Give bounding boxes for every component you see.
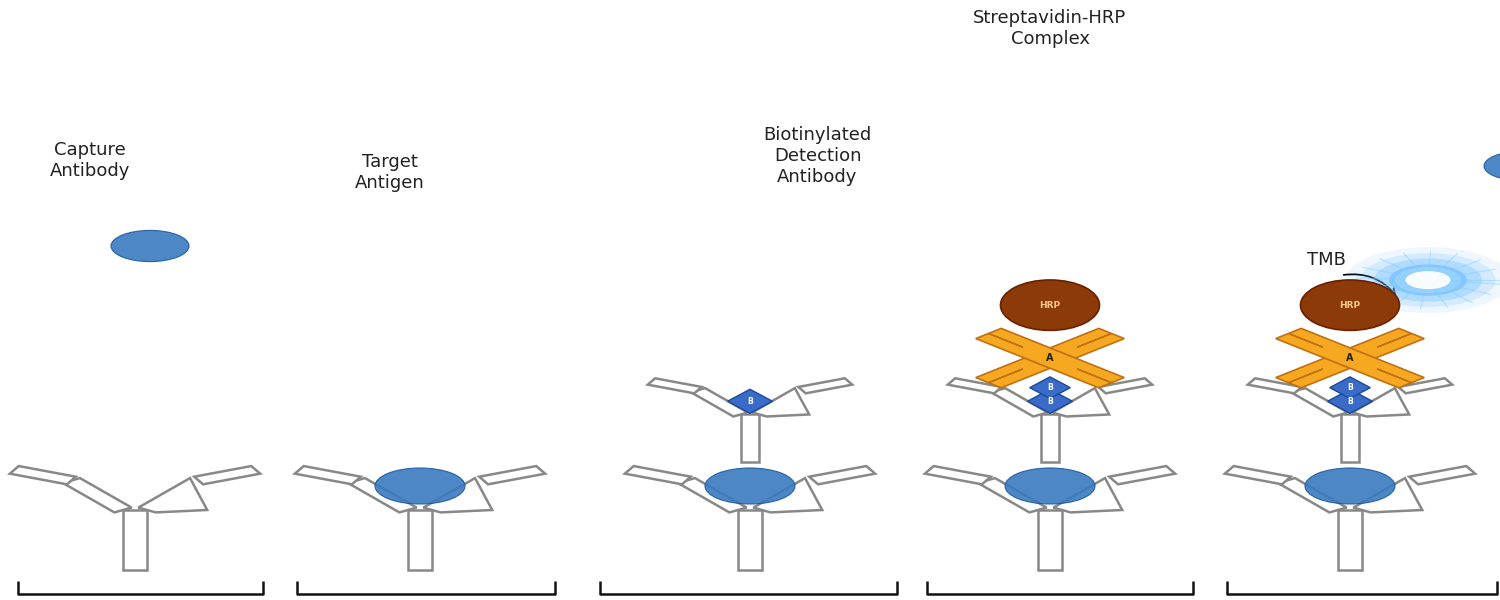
Polygon shape xyxy=(1408,466,1474,484)
Polygon shape xyxy=(626,466,692,484)
Polygon shape xyxy=(1278,478,1347,512)
Polygon shape xyxy=(926,466,992,484)
Polygon shape xyxy=(741,415,759,462)
Polygon shape xyxy=(1038,510,1062,570)
Ellipse shape xyxy=(1000,280,1100,331)
Polygon shape xyxy=(992,388,1047,416)
Polygon shape xyxy=(1226,466,1292,484)
Circle shape xyxy=(1346,247,1500,313)
Circle shape xyxy=(705,468,795,504)
Polygon shape xyxy=(1044,397,1054,407)
Text: HRP: HRP xyxy=(1340,301,1360,310)
Polygon shape xyxy=(1338,510,1362,570)
Polygon shape xyxy=(1077,334,1112,347)
Polygon shape xyxy=(1377,369,1411,383)
Polygon shape xyxy=(978,478,1047,512)
Polygon shape xyxy=(1341,415,1359,462)
Polygon shape xyxy=(1248,378,1302,394)
Circle shape xyxy=(375,468,465,504)
Text: B: B xyxy=(1047,383,1053,392)
Polygon shape xyxy=(1053,478,1122,512)
Polygon shape xyxy=(738,510,762,570)
Polygon shape xyxy=(976,328,1124,388)
Polygon shape xyxy=(1353,388,1408,416)
Text: B: B xyxy=(747,397,753,406)
Polygon shape xyxy=(478,466,544,484)
Polygon shape xyxy=(408,510,432,570)
Polygon shape xyxy=(988,369,1023,383)
Polygon shape xyxy=(1328,389,1372,413)
Polygon shape xyxy=(1028,389,1072,413)
Polygon shape xyxy=(296,466,362,484)
Text: Target
Antigen: Target Antigen xyxy=(356,153,424,192)
Polygon shape xyxy=(348,478,417,512)
Polygon shape xyxy=(692,388,747,416)
Text: HRP: HRP xyxy=(1040,301,1060,310)
Polygon shape xyxy=(1377,334,1411,347)
Polygon shape xyxy=(976,328,1124,388)
Polygon shape xyxy=(10,466,76,484)
Ellipse shape xyxy=(1300,280,1400,331)
Polygon shape xyxy=(1344,397,1356,407)
Circle shape xyxy=(1389,265,1467,296)
Polygon shape xyxy=(1353,478,1422,512)
Text: Biotinylated
Detection
Antibody: Biotinylated Detection Antibody xyxy=(764,127,871,186)
Polygon shape xyxy=(1329,377,1371,398)
Circle shape xyxy=(111,230,189,262)
Polygon shape xyxy=(1276,328,1424,388)
Polygon shape xyxy=(1276,328,1424,388)
Text: A: A xyxy=(1047,353,1053,363)
Polygon shape xyxy=(63,478,132,512)
Polygon shape xyxy=(1288,334,1323,347)
Polygon shape xyxy=(808,466,874,484)
Polygon shape xyxy=(728,389,772,413)
Polygon shape xyxy=(1053,388,1108,416)
Circle shape xyxy=(1484,152,1500,181)
Polygon shape xyxy=(1077,369,1112,383)
Polygon shape xyxy=(948,378,1002,394)
Polygon shape xyxy=(988,334,1023,347)
Polygon shape xyxy=(1098,378,1152,394)
Polygon shape xyxy=(753,478,822,512)
Polygon shape xyxy=(1292,388,1347,416)
Polygon shape xyxy=(1288,369,1323,383)
Text: TMB: TMB xyxy=(1306,251,1346,269)
Text: B: B xyxy=(1347,383,1353,392)
Polygon shape xyxy=(138,478,207,512)
Text: B: B xyxy=(1347,397,1353,406)
Polygon shape xyxy=(194,466,260,484)
Polygon shape xyxy=(1029,377,1069,398)
Polygon shape xyxy=(123,510,147,570)
Polygon shape xyxy=(678,478,747,512)
Polygon shape xyxy=(423,478,492,512)
Circle shape xyxy=(1374,259,1482,302)
Circle shape xyxy=(1005,468,1095,504)
Polygon shape xyxy=(1398,378,1452,394)
Circle shape xyxy=(1305,468,1395,504)
Text: A: A xyxy=(1347,353,1353,363)
Polygon shape xyxy=(753,388,808,416)
Circle shape xyxy=(1395,267,1461,293)
Polygon shape xyxy=(798,378,852,394)
Circle shape xyxy=(1360,253,1496,307)
Text: Capture
Antibody: Capture Antibody xyxy=(50,141,130,180)
Text: B: B xyxy=(1047,397,1053,406)
Circle shape xyxy=(1406,271,1450,289)
Polygon shape xyxy=(1108,466,1174,484)
Polygon shape xyxy=(648,378,702,394)
Polygon shape xyxy=(1041,415,1059,462)
Text: Streptavidin-HRP
Complex: Streptavidin-HRP Complex xyxy=(974,9,1126,48)
